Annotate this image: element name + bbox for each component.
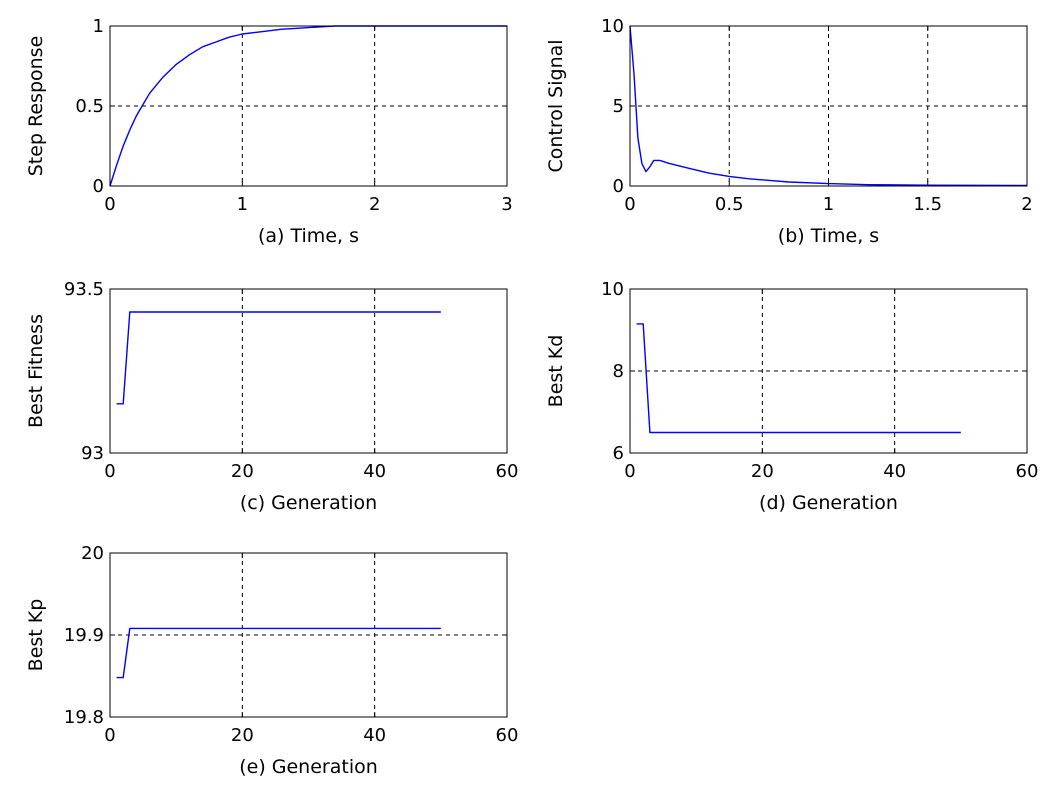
x-tick-label: 40: [883, 461, 906, 482]
y-tick-label: 93.5: [64, 279, 104, 300]
y-tick-label: 20: [81, 543, 104, 564]
series-line-b: [629, 25, 1028, 187]
y-axis-label: Best Kd: [545, 335, 567, 408]
x-tick-label: 60: [496, 461, 519, 482]
y-tick-label: 1: [93, 16, 104, 37]
subplot-e: 0 20 40 60 19.8 19.9 20 (e) Generation Best Kp: [25, 543, 518, 778]
x-axis-label: (b) Time, s: [778, 225, 879, 247]
x-tick-label: 3: [501, 194, 512, 215]
x-tick-label: 0.5: [715, 194, 744, 215]
x-tick-label: 20: [751, 461, 774, 482]
x-tick-label: 1.5: [913, 194, 942, 215]
y-tick-label: 10: [601, 16, 624, 37]
x-tick-label: 0: [104, 725, 115, 746]
x-tick-label: 2: [369, 194, 380, 215]
x-axis-label: (c) Generation: [240, 492, 377, 514]
x-axis-label: (a) Time, s: [258, 225, 359, 247]
x-tick-label: 0: [624, 461, 635, 482]
y-axis-label: Best Fitness: [25, 314, 47, 428]
x-tick-label: 60: [1016, 461, 1039, 482]
x-tick-label: 0: [624, 194, 635, 215]
y-tick-label: 0.5: [75, 96, 104, 117]
series-line-c: [116, 311, 441, 405]
series-line-d: [636, 323, 961, 434]
axes-frame-c: [109, 288, 508, 454]
subplot-d: 0 20 40 60 6 8 10 (d) Generation Best Kd: [545, 279, 1038, 514]
x-axis-label: (d) Generation: [759, 492, 898, 514]
y-tick-label: 8: [613, 361, 624, 382]
x-tick-label: 20: [231, 461, 254, 482]
y-tick-label: 0: [93, 176, 104, 197]
y-axis-label: Control Signal: [545, 39, 567, 172]
x-tick-label: 1: [237, 194, 248, 215]
y-axis-label: Step Response: [25, 36, 47, 177]
subplot-c: 0 20 40 60 93 93.5 (c) Generation Best Fitness: [25, 279, 518, 514]
y-axis-label: Best Kp: [25, 599, 47, 672]
x-tick-label: 40: [363, 725, 386, 746]
y-tick-label: 10: [601, 279, 624, 300]
x-tick-label: 1: [823, 194, 834, 215]
series-line-a: [109, 25, 507, 187]
x-tick-label: 0: [104, 194, 115, 215]
y-tick-label: 6: [613, 443, 624, 464]
subplot-b: 0 0.5 1 1.5 2 0 5 10 (b) Time, s Control Signal: [545, 16, 1033, 247]
x-tick-label: 60: [496, 725, 519, 746]
y-tick-label: 19.8: [64, 707, 104, 728]
x-axis-label: (e) Generation: [239, 756, 378, 778]
y-tick-label: 19.9: [64, 625, 104, 646]
y-tick-label: 5: [613, 96, 624, 117]
x-tick-label: 2: [1021, 194, 1032, 215]
series-line-e: [116, 627, 441, 679]
y-tick-label: 0: [613, 176, 624, 197]
x-tick-label: 20: [231, 725, 254, 746]
subplot-a: 0 1 2 3 0 0.5 1 (a) Time, s Step Response: [25, 16, 513, 247]
x-tick-label: 40: [363, 461, 386, 482]
x-tick-label: 0: [104, 461, 115, 482]
y-tick-label: 93: [81, 443, 104, 464]
